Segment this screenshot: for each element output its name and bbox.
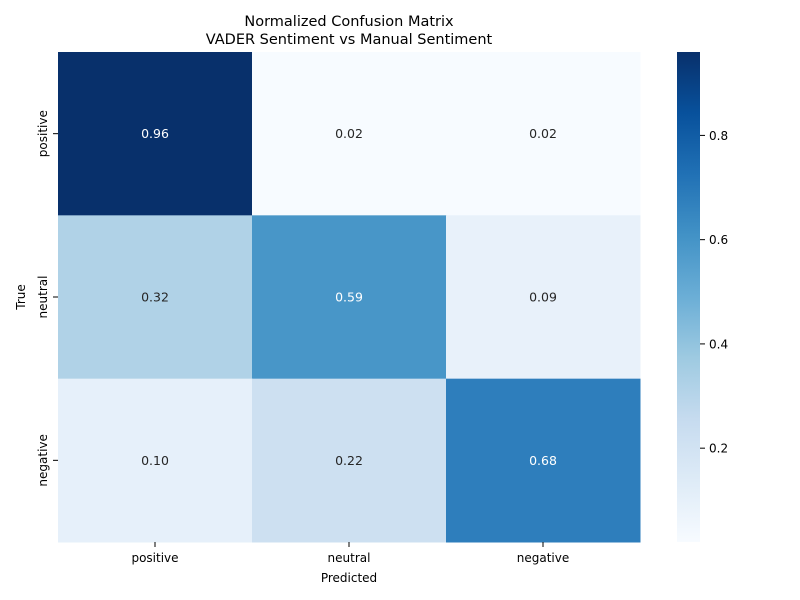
colorbar [677,52,700,542]
heatmap-cell [252,52,447,216]
heatmap-cell [58,52,253,216]
heatmap-cell [252,215,447,380]
chart-subtitle: VADER Sentiment vs Manual Sentiment [206,32,493,48]
cell-value-label: 0.10 [141,453,169,468]
heatmap-cells: 0.96 0.02 0.02 0.32 0.59 0.09 0.10 0.22 0.68 [58,52,641,543]
cell-value-label: 0.02 [335,126,363,141]
y-tick-label: neutral [36,276,50,319]
heatmap-cell [58,215,253,380]
x-tick-label: positive [131,551,178,565]
colorbar-tick-label: 0.8 [709,129,728,143]
chart-title: Normalized Confusion Matrix [244,14,454,30]
cell-value-label: 0.22 [335,453,363,468]
colorbar-tick-label: 0.4 [709,337,728,351]
colorbar-ticks: 0.2 0.4 0.6 0.8 [700,129,728,456]
heatmap-cell [58,378,253,543]
x-axis: positive neutral negative [131,542,569,565]
heatmap-cell [252,378,447,543]
cell-value-label: 0.02 [529,126,557,141]
y-axis-label: True [14,284,28,311]
heatmap-cell [446,378,641,543]
cell-value-label: 0.96 [141,126,169,141]
x-axis-label: Predicted [321,571,377,585]
y-axis: positive neutral negative [36,110,58,487]
colorbar-tick-label: 0.2 [709,442,728,456]
y-tick-label: positive [36,110,50,157]
x-tick-label: neutral [328,551,371,565]
cell-value-label: 0.68 [529,453,557,468]
x-tick-label: negative [517,551,569,565]
colorbar-tick-label: 0.6 [709,233,728,247]
cell-value-label: 0.09 [529,290,557,305]
heatmap-cell [446,215,641,380]
y-tick-label: negative [36,434,50,486]
cell-value-label: 0.32 [141,290,169,305]
cell-value-label: 0.59 [335,290,363,305]
heatmap-cell [446,52,641,216]
